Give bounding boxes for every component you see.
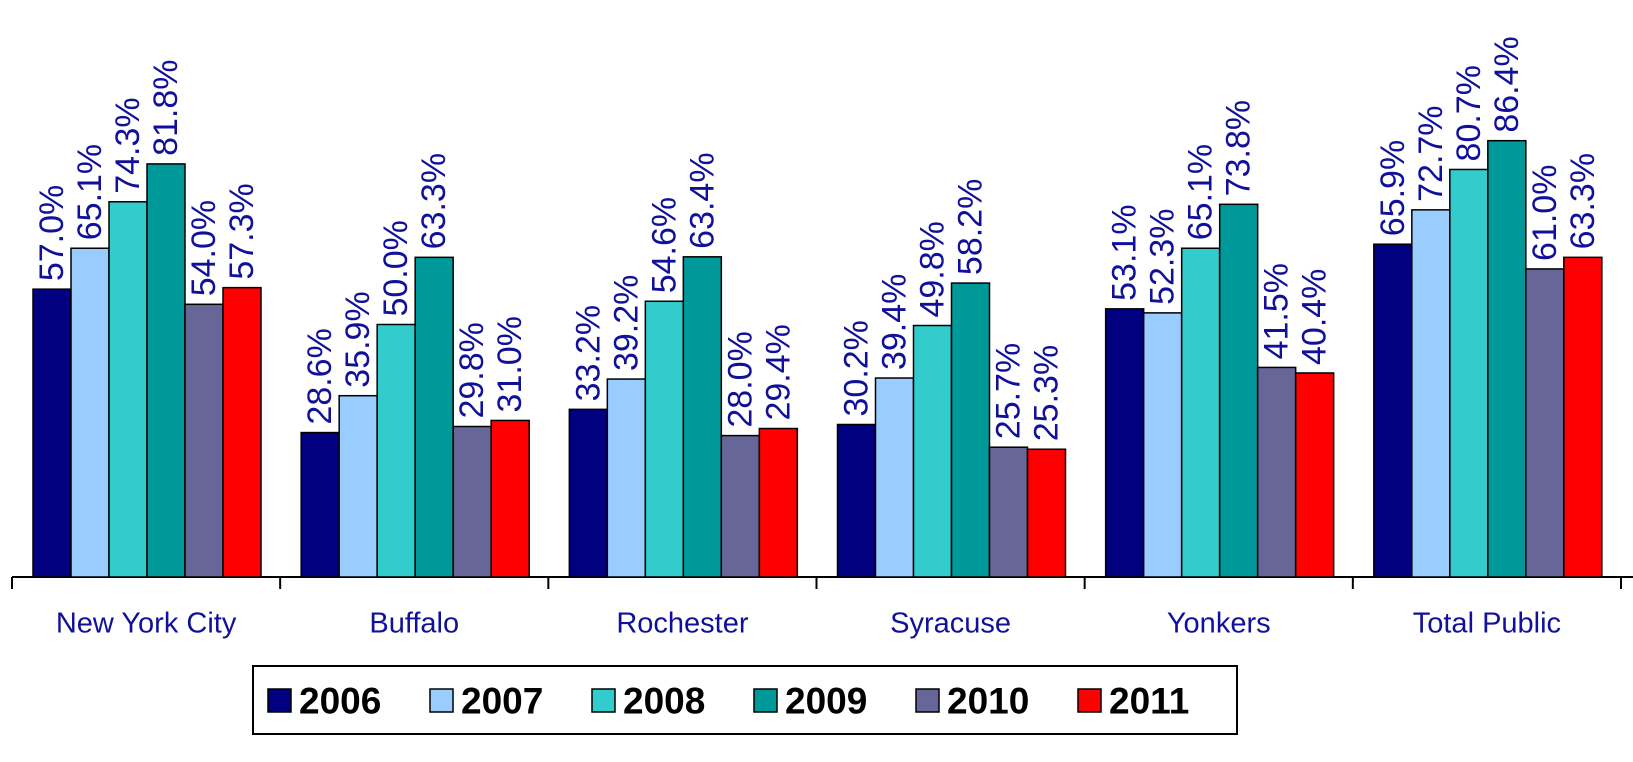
bar xyxy=(490,419,530,578)
bar xyxy=(222,286,262,578)
value-label: 41.5% xyxy=(1258,263,1296,359)
value-label: 74.3% xyxy=(109,97,147,193)
value-label: 72.7% xyxy=(1412,105,1450,201)
bar xyxy=(950,282,991,578)
legend-label: 2011 xyxy=(1109,681,1189,722)
value-label: 73.8% xyxy=(1220,100,1258,196)
value-label: 53.1% xyxy=(1106,204,1144,300)
value-label: 57.0% xyxy=(33,185,71,281)
value-label: 65.9% xyxy=(1374,140,1412,236)
bar xyxy=(1525,268,1565,578)
value-label: 25.3% xyxy=(1028,345,1066,441)
value-label: 81.8% xyxy=(147,60,185,156)
bar xyxy=(1411,209,1451,578)
value-label: 28.6% xyxy=(301,328,339,424)
legend-swatch xyxy=(753,688,778,713)
value-label: 31.0% xyxy=(491,316,529,412)
bar xyxy=(70,247,110,578)
value-label: 39.2% xyxy=(607,275,645,371)
value-label: 35.9% xyxy=(339,291,377,387)
bar xyxy=(414,256,454,578)
value-label: 63.4% xyxy=(683,152,721,248)
value-label: 57.3% xyxy=(223,183,261,279)
bar xyxy=(108,201,148,578)
bar xyxy=(338,394,378,578)
legend-label: 2010 xyxy=(947,681,1029,722)
bar xyxy=(606,378,647,578)
value-label: 65.1% xyxy=(1182,144,1220,240)
value-label: 54.6% xyxy=(645,197,683,293)
value-label: 54.0% xyxy=(185,200,223,296)
bar xyxy=(1256,366,1297,578)
x-tick-label: New York City xyxy=(56,608,237,640)
value-label: 49.8% xyxy=(914,221,952,317)
value-label: 40.4% xyxy=(1296,269,1334,365)
bar xyxy=(1294,372,1335,578)
value-label: 33.2% xyxy=(569,305,607,401)
legend-label: 2006 xyxy=(299,681,381,722)
bar xyxy=(1180,247,1221,578)
bar xyxy=(184,303,224,578)
bar xyxy=(682,256,723,578)
value-label: 63.3% xyxy=(1564,153,1602,249)
bar xyxy=(1449,168,1489,578)
value-label: 29.8% xyxy=(453,322,491,418)
bar xyxy=(1487,139,1527,578)
bar xyxy=(32,288,72,578)
legend-swatch xyxy=(915,688,940,713)
bar xyxy=(836,423,877,578)
legend-box xyxy=(252,665,1238,735)
bar xyxy=(300,431,340,578)
legend-swatch xyxy=(267,688,292,713)
bar xyxy=(758,427,799,578)
bar xyxy=(1373,243,1413,578)
value-label: 28.0% xyxy=(721,331,759,427)
legend-swatch xyxy=(591,688,616,713)
value-label: 86.4% xyxy=(1488,36,1526,132)
legend-swatch xyxy=(429,688,454,713)
legend-label: 2009 xyxy=(785,681,867,722)
value-label: 58.2% xyxy=(952,179,990,275)
bar xyxy=(988,446,1029,578)
bar xyxy=(874,377,915,578)
value-label: 30.2% xyxy=(838,320,876,416)
value-label: 29.4% xyxy=(759,324,797,420)
bar xyxy=(1026,448,1067,578)
value-label: 52.3% xyxy=(1144,208,1182,304)
x-tick-label: Buffalo xyxy=(369,608,459,640)
value-label: 25.7% xyxy=(990,343,1028,439)
value-label: 39.4% xyxy=(876,274,914,370)
x-tick-label: Yonkers xyxy=(1167,608,1271,640)
bar xyxy=(146,163,186,578)
x-tick-label: Rochester xyxy=(616,608,749,640)
x-tick-label: Total Public xyxy=(1413,608,1561,640)
bar xyxy=(568,408,609,578)
legend-label: 2007 xyxy=(461,681,543,722)
bar xyxy=(452,425,492,578)
value-label: 50.0% xyxy=(377,220,415,316)
bar xyxy=(1218,203,1259,578)
value-label: 61.0% xyxy=(1526,165,1564,261)
bar xyxy=(1563,256,1603,578)
bar xyxy=(644,300,685,578)
x-tick-label: Syracuse xyxy=(890,608,1011,640)
bar xyxy=(1142,312,1183,578)
bar xyxy=(912,324,953,578)
value-label: 63.3% xyxy=(415,153,453,249)
bar xyxy=(720,434,761,578)
legend-swatch xyxy=(1077,688,1102,713)
bar xyxy=(376,323,416,578)
bar xyxy=(1104,308,1145,578)
value-label: 80.7% xyxy=(1450,65,1488,161)
value-label: 65.1% xyxy=(71,144,109,240)
legend-label: 2008 xyxy=(623,681,705,722)
